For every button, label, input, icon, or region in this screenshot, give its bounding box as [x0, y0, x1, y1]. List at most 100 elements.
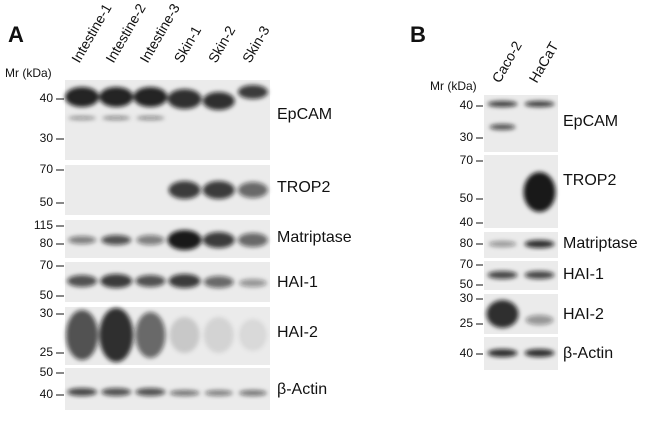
- mw-marker: 30: [460, 291, 474, 305]
- protein-label: β-Actin: [563, 345, 613, 362]
- band: [167, 230, 202, 250]
- bands: [486, 300, 554, 328]
- mw-marker: 70: [460, 153, 474, 167]
- band: [168, 274, 201, 288]
- panel-label: B: [410, 22, 426, 47]
- band: [101, 235, 132, 245]
- band: [486, 300, 519, 328]
- blot: [65, 220, 270, 258]
- lane-label: Skin-3: [239, 23, 273, 66]
- protein-label: HAI-2: [563, 306, 604, 323]
- mr-label: Mr (kDa): [430, 79, 477, 93]
- band: [204, 390, 233, 396]
- lane-label: HaCaT: [525, 39, 561, 86]
- bands: [487, 101, 555, 130]
- band: [489, 124, 516, 130]
- band: [524, 349, 555, 357]
- bands: [523, 172, 556, 212]
- bands: [487, 271, 555, 279]
- mw-marker: 70: [40, 258, 54, 272]
- protein-label: TROP2: [563, 172, 616, 189]
- band: [238, 279, 267, 287]
- blot: [65, 165, 270, 215]
- band: [135, 275, 166, 287]
- band: [524, 271, 555, 279]
- band: [135, 312, 166, 358]
- band: [133, 87, 168, 107]
- lane-label: Skin-1: [171, 23, 205, 66]
- band: [68, 116, 97, 120]
- band: [68, 236, 97, 244]
- lane-label: Caco-2: [488, 38, 525, 85]
- band: [167, 89, 202, 109]
- band: [136, 116, 165, 120]
- mw-marker: 40: [460, 346, 474, 360]
- band: [168, 181, 201, 199]
- band: [525, 315, 554, 325]
- mr-label: Mr (kDa): [5, 66, 52, 80]
- mw-marker: 40: [460, 98, 474, 112]
- bands: [68, 230, 268, 250]
- blot: [65, 368, 270, 410]
- bands: [67, 388, 267, 396]
- protein-label: β-Actin: [277, 381, 327, 398]
- band: [102, 116, 131, 120]
- band: [238, 390, 267, 396]
- protein-label: EpCAM: [277, 106, 332, 123]
- mw-marker: 25: [460, 316, 474, 330]
- band: [67, 388, 98, 396]
- band: [203, 276, 234, 288]
- mw-marker: 80: [40, 236, 54, 250]
- band: [65, 87, 100, 107]
- blot: [65, 262, 270, 302]
- protein-label: HAI-1: [277, 274, 318, 291]
- protein-label: HAI-1: [563, 266, 604, 283]
- protein-label: EpCAM: [563, 113, 618, 130]
- protein-label: TROP2: [277, 179, 330, 196]
- blot: [65, 80, 270, 160]
- bands: [487, 349, 555, 357]
- mw-marker: 40: [40, 91, 54, 105]
- band: [487, 271, 518, 279]
- mw-marker: 50: [40, 288, 54, 302]
- band: [237, 85, 268, 99]
- band: [488, 241, 517, 247]
- band: [487, 349, 518, 357]
- band: [66, 310, 99, 360]
- mw-marker: 70: [460, 257, 474, 271]
- mw-marker: 50: [40, 195, 54, 209]
- band: [487, 101, 518, 107]
- band: [202, 92, 235, 110]
- band: [169, 390, 200, 396]
- band: [99, 308, 134, 362]
- mw-marker: 80: [460, 236, 474, 250]
- band: [524, 240, 555, 248]
- mw-marker: 50: [40, 365, 54, 379]
- mw-marker: 30: [40, 131, 54, 145]
- mw-marker: 115: [34, 218, 53, 232]
- protein-label: Matriptase: [563, 235, 638, 252]
- lane-label: Skin-2: [205, 23, 239, 66]
- bands: [65, 85, 268, 120]
- bands: [67, 274, 267, 288]
- band: [237, 233, 268, 247]
- band: [202, 232, 235, 248]
- bands: [168, 181, 268, 199]
- mw-marker: 50: [460, 277, 474, 291]
- mw-marker: 30: [460, 130, 474, 144]
- band: [523, 172, 556, 212]
- mw-marker: 30: [40, 306, 54, 320]
- band: [99, 87, 134, 107]
- band: [67, 275, 98, 287]
- band: [169, 317, 200, 353]
- band: [135, 388, 166, 396]
- mw-marker: 70: [40, 162, 54, 176]
- band: [524, 101, 555, 107]
- mw-marker: 40: [460, 215, 474, 229]
- protein-label: HAI-2: [277, 324, 318, 341]
- bands: [66, 308, 267, 362]
- bands: [488, 240, 555, 248]
- blot: [65, 307, 270, 365]
- band: [203, 317, 234, 353]
